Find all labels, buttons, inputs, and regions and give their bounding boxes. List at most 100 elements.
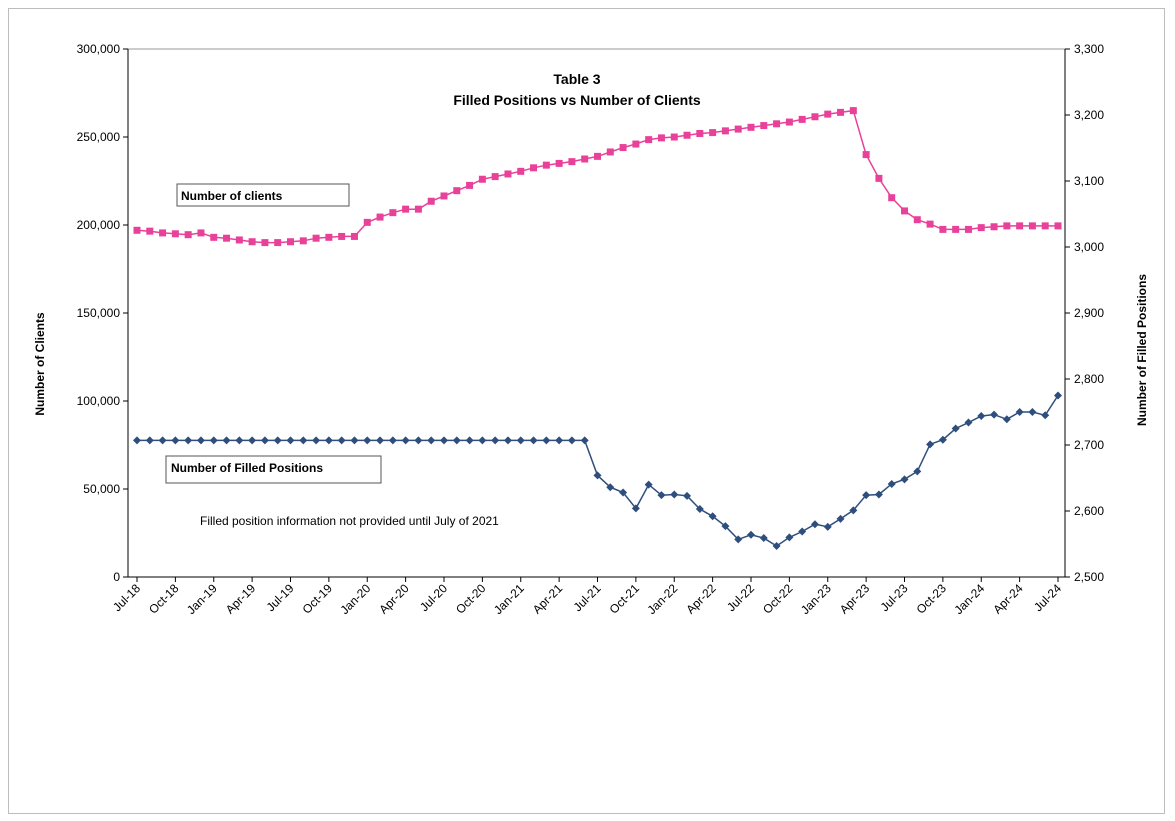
y2-tick-label: 2,500 — [1074, 570, 1104, 584]
clients-point — [696, 129, 704, 137]
legend-positions-label: Number of Filled Positions — [171, 461, 323, 475]
clients-point — [811, 113, 819, 121]
y-axis-title: Number of Clients — [33, 312, 47, 416]
positions-point — [388, 436, 397, 445]
clients-point — [594, 152, 601, 160]
positions-point — [286, 436, 295, 445]
positions-point — [734, 535, 743, 544]
x-tick-label: Jan-23 — [798, 581, 834, 617]
x-tick-label: Apr-19 — [223, 581, 259, 617]
plot-border — [127, 48, 1066, 578]
clients-point — [901, 207, 908, 215]
positions-point — [555, 436, 564, 445]
clients-point — [376, 213, 384, 221]
positions-point — [414, 436, 423, 445]
positions-point — [273, 436, 282, 445]
chart-title-line2: Filled Positions vs Number of Clients — [453, 92, 701, 108]
clients-point — [734, 125, 742, 133]
clients-point — [773, 120, 781, 128]
positions-point — [503, 436, 512, 445]
x-tick-label: Jan-19 — [184, 581, 220, 617]
legend-clients-label: Number of clients — [181, 189, 283, 203]
positions-point — [887, 479, 896, 488]
clients-point — [760, 122, 768, 130]
positions-point — [209, 436, 218, 445]
positions-point — [337, 436, 346, 445]
positions-point — [926, 440, 935, 449]
clients-point — [888, 194, 896, 202]
clients-point — [568, 158, 576, 166]
clients-point — [555, 159, 563, 167]
clients-point — [223, 234, 231, 242]
y2-axis-title: Number of Filled Positions — [1135, 274, 1149, 426]
clients-point — [632, 140, 640, 148]
clients-point — [414, 205, 422, 213]
clients-point — [1016, 222, 1024, 230]
positions-point — [1041, 411, 1050, 420]
clients-point — [785, 118, 793, 126]
clients-point — [427, 197, 435, 205]
positions-point — [516, 436, 525, 445]
positions-point — [938, 435, 947, 444]
clients-point — [248, 238, 256, 246]
clients-point — [670, 133, 678, 141]
clients-point — [721, 127, 729, 135]
positions-point — [222, 436, 231, 445]
positions-point — [145, 436, 154, 445]
clients-point — [530, 164, 538, 172]
clients-point — [977, 224, 985, 232]
positions-point — [440, 436, 448, 445]
clients-point — [1041, 222, 1049, 230]
positions-point — [593, 471, 602, 480]
positions-point — [260, 436, 269, 445]
positions-point — [772, 541, 781, 550]
clients-point — [171, 230, 179, 238]
clients-point — [363, 218, 371, 226]
annotation-note: Filled position information not provided… — [200, 514, 499, 528]
y-tick-label: 0 — [113, 570, 120, 584]
legend-positions-box — [165, 455, 382, 484]
clients-point — [453, 187, 461, 195]
positions-point — [836, 514, 845, 523]
clients-point — [606, 148, 614, 156]
clients-point — [402, 205, 410, 213]
y2-tick-label: 3,300 — [1074, 42, 1104, 56]
clients-point — [990, 223, 998, 231]
clients-point — [235, 236, 243, 244]
positions-point — [721, 522, 730, 531]
positions-point — [491, 436, 500, 445]
x-tick-label: Oct-23 — [914, 581, 950, 617]
positions-point — [810, 520, 819, 529]
clients-point — [325, 233, 333, 241]
positions-point — [670, 490, 679, 499]
x-tick-label: Apr-23 — [837, 581, 873, 617]
positions-point — [964, 418, 973, 427]
positions-point — [401, 436, 410, 445]
clients-point — [287, 238, 294, 246]
clients-point — [350, 232, 358, 240]
positions-point — [324, 436, 333, 445]
clients-point — [440, 192, 448, 200]
positions-point — [567, 436, 576, 445]
clients-point — [274, 239, 282, 247]
chart-frame — [8, 8, 1165, 814]
y-tick-label: 150,000 — [77, 306, 121, 320]
x-tick-label: Apr-20 — [376, 581, 412, 617]
x-tick-label: Apr-22 — [683, 581, 719, 617]
clients-point — [619, 144, 627, 152]
positions-point — [913, 467, 922, 476]
right-axis-ticks: 2,500 2,600 2,700 2,800 2,900 3,000 3,100 3,200… — [1065, 42, 1104, 584]
positions-point — [798, 527, 807, 536]
clients-point — [197, 229, 205, 237]
x-tick-label: Oct-20 — [453, 581, 489, 617]
positions-point — [708, 512, 717, 521]
positions-point — [951, 424, 960, 433]
y2-tick-label: 3,000 — [1074, 240, 1104, 254]
positions-point — [427, 436, 436, 445]
y2-tick-label: 2,600 — [1074, 504, 1104, 518]
y2-tick-label: 2,900 — [1074, 306, 1104, 320]
positions-point — [977, 411, 986, 420]
clients-point — [645, 136, 653, 144]
x-tick-label: Jul-24 — [1031, 581, 1064, 614]
